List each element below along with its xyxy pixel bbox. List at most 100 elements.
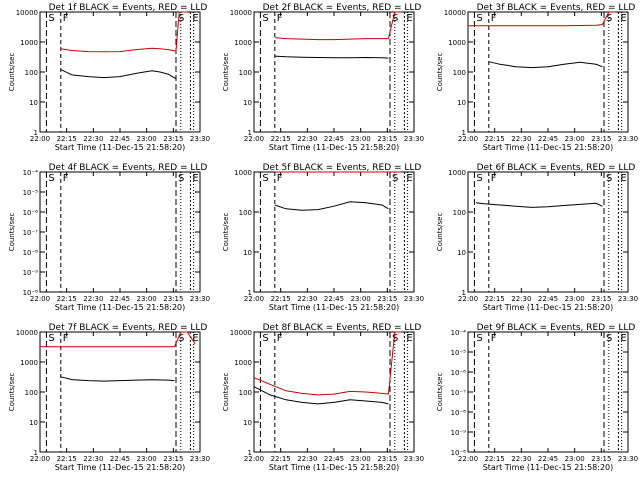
x-tick-label: 22:30 [297, 455, 317, 463]
chart-title: Det 2f BLACK = Events, RED = LLD [263, 3, 422, 13]
chart-title: Det 6f BLACK = Events, RED = LLD [477, 163, 636, 173]
series-line-lld [274, 11, 402, 41]
marker-label: E [192, 13, 198, 24]
y-tick-label: 10⁻⁸ [451, 449, 467, 457]
x-tick-label: 23:15 [591, 135, 611, 143]
y-tick-label: 1000 [448, 169, 466, 177]
marker-label: S [262, 173, 268, 184]
series-line-events [475, 202, 603, 208]
chart-panel-5: Det 5f BLACK = Events, RED = LLD Counts/s… [222, 163, 424, 312]
chart-title: Det 7f BLACK = Events, RED = LLD [49, 323, 208, 333]
x-tick-label: 23:00 [351, 295, 371, 303]
y-axis-label: Counts/sec [436, 53, 444, 92]
series-line-events [60, 69, 177, 80]
x-tick-label: 22:00 [244, 135, 264, 143]
x-tick-label: 23:00 [351, 135, 371, 143]
y-tick-label: 1000 [448, 39, 466, 47]
y-axis-label: Counts/sec [8, 213, 16, 252]
y-tick-label: 10⁻⁴ [451, 329, 467, 337]
marker-label: E [620, 13, 626, 24]
y-tick-label: 10000 [16, 9, 38, 17]
marker-label: F [63, 333, 69, 344]
x-tick-label: 22:30 [511, 295, 531, 303]
marker-label: F [63, 13, 69, 24]
marker-label: E [192, 173, 198, 184]
marker-label: S [476, 13, 482, 24]
chart-panel-8: Det 8f BLACK = Events, RED = LLD Counts/s… [222, 323, 424, 472]
x-tick-label: 23:00 [565, 455, 585, 463]
x-tick-label: 22:30 [297, 135, 317, 143]
x-tick-label: 22:00 [30, 295, 50, 303]
chart-title: Det 5f BLACK = Events, RED = LLD [263, 163, 422, 173]
marker-label: F [491, 13, 497, 24]
marker-label: S [262, 333, 268, 344]
y-tick-label: 1 [248, 289, 252, 297]
x-tick-label: 23:15 [377, 455, 397, 463]
series-line-events [488, 61, 603, 69]
marker-label: E [406, 333, 412, 344]
y-axis-label: Counts/sec [436, 373, 444, 412]
x-tick-label: 22:00 [458, 455, 478, 463]
y-tick-label: 10000 [230, 329, 252, 337]
chart-title: Det 8f BLACK = Events, RED = LLD [263, 323, 422, 333]
y-tick-label: 10⁻⁷ [451, 389, 467, 397]
chart-panel-7: Det 7f BLACK = Events, RED = LLD Counts/s… [8, 323, 210, 472]
y-tick-label: 10⁻⁵ [23, 189, 39, 197]
chart-panel-6: Det 6f BLACK = Events, RED = LLD Counts/s… [436, 163, 638, 312]
series-line-events [274, 55, 389, 59]
x-tick-label: 22:00 [244, 295, 264, 303]
y-tick-label: 100 [239, 69, 252, 77]
y-tick-label: 100 [453, 69, 466, 77]
y-tick-label: 1 [34, 449, 38, 457]
x-tick-label: 22:00 [30, 455, 50, 463]
x-tick-label: 22:30 [83, 455, 103, 463]
x-tick-label: 22:45 [110, 295, 130, 303]
x-tick-label: 23:15 [163, 455, 183, 463]
chart-panel-2: Det 2f BLACK = Events, RED = LLD Counts/s… [222, 3, 424, 152]
marker-label: S [48, 13, 54, 24]
marker-label: E [406, 173, 412, 184]
x-axis-label: Start Time (11-Dec-15 21:58:20) [483, 143, 614, 152]
marker-label: S [476, 173, 482, 184]
x-tick-label: 23:30 [618, 455, 638, 463]
y-tick-label: 10⁻⁶ [23, 209, 39, 217]
chart-title: Det 4f BLACK = Events, RED = LLD [49, 163, 208, 173]
x-tick-label: 22:00 [458, 295, 478, 303]
x-tick-label: 22:15 [485, 295, 505, 303]
x-tick-label: 22:00 [244, 455, 264, 463]
y-tick-label: 1000 [234, 359, 252, 367]
y-tick-label: 10⁻⁶ [451, 369, 467, 377]
marker-label: F [491, 333, 497, 344]
marker-label: F [491, 173, 497, 184]
x-tick-label: 22:45 [538, 455, 558, 463]
y-tick-label: 10⁻⁸ [451, 409, 467, 417]
x-tick-label: 23:30 [190, 455, 210, 463]
x-tick-label: 22:15 [57, 295, 77, 303]
y-axis-label: Counts/sec [222, 373, 230, 412]
y-tick-label: 10 [457, 99, 466, 107]
chart-panel-1: Det 1f BLACK = Events, RED = LLD Counts/s… [8, 3, 210, 152]
series-line-events [253, 386, 389, 405]
marker-label: E [620, 333, 626, 344]
x-tick-label: 23:15 [163, 135, 183, 143]
series-line-events [274, 201, 389, 211]
x-tick-label: 22:15 [485, 135, 505, 143]
series-line-lld [468, 11, 616, 27]
x-tick-label: 22:45 [324, 295, 344, 303]
y-tick-label: 1000 [234, 169, 252, 177]
chart-panel-9: Det 9f BLACK = Events, RED = LLD Counts/s… [436, 323, 638, 472]
marker-label: S [48, 333, 54, 344]
x-tick-label: 22:45 [538, 135, 558, 143]
x-tick-label: 22:15 [271, 135, 291, 143]
marker-label: F [63, 173, 69, 184]
y-tick-label: 10 [29, 419, 38, 427]
x-tick-label: 23:30 [404, 295, 424, 303]
y-tick-label: 10⁻⁸ [23, 249, 39, 257]
x-tick-label: 23:00 [137, 135, 157, 143]
y-tick-label: 100 [25, 69, 38, 77]
x-tick-label: 22:45 [324, 455, 344, 463]
x-tick-label: 22:15 [57, 135, 77, 143]
x-tick-label: 22:30 [511, 135, 531, 143]
x-tick-label: 23:30 [404, 135, 424, 143]
